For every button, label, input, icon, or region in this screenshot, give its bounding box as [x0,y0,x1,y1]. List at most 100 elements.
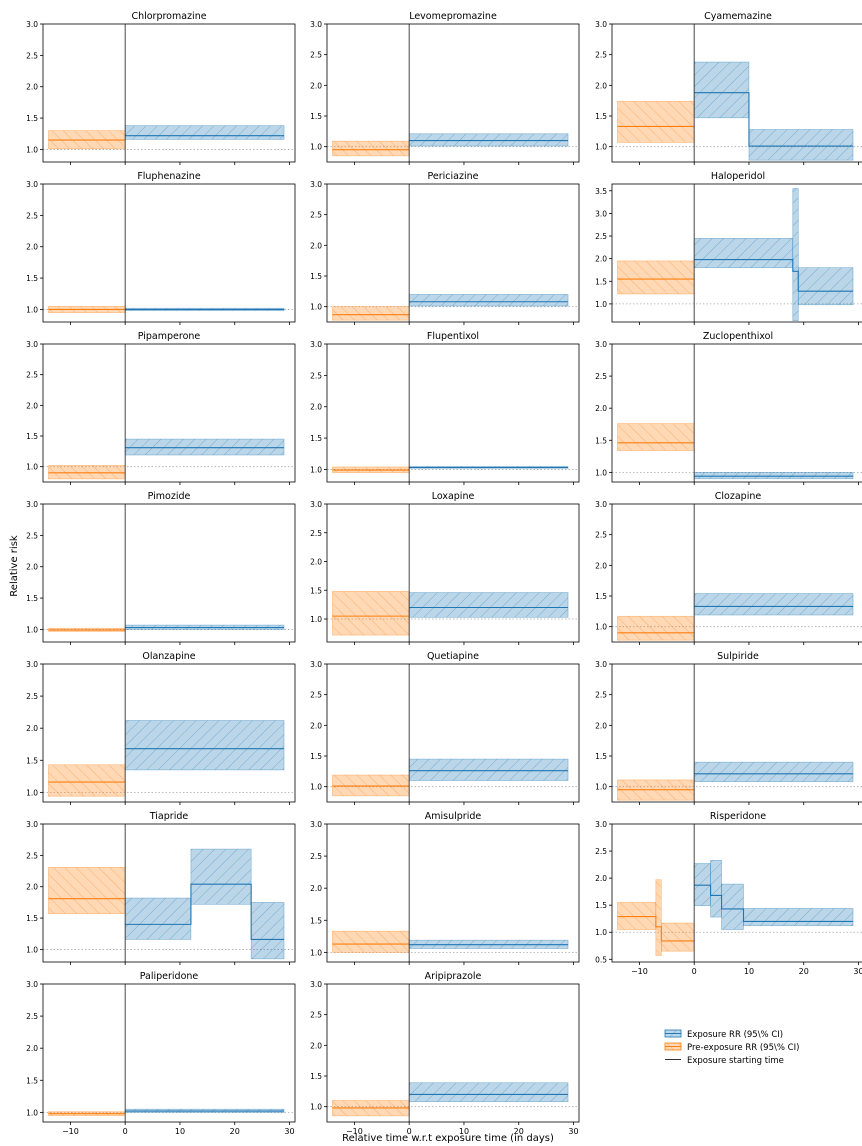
panel-frame [611,23,862,163]
panel-olanzapine: Olanzapine 1.0 1.5 2.0 2.5 3.0 [26,651,296,805]
panel-title: Aripiprazole [425,971,482,982]
y-tick-label: 1.0 [26,463,38,472]
panel-quetiapine: Quetiapine 1.0 1.5 2.0 2.5 3.0 [310,651,580,805]
panel-frame [611,503,862,643]
panel-title: Zuclopenthixol [703,331,773,342]
y-tick-label: 2.0 [310,241,322,250]
panel-title: Tiapride [149,811,189,822]
pre-exposure-ci-band [48,866,126,914]
legend-label-exposure: Exposure RR (95\% CI) [687,1030,783,1040]
panel-flupentixol: Flupentixol 1.0 1.5 2.0 2.5 3.0 [310,331,580,485]
x-axis-label: Relative time w.r.t exposure time (in da… [342,1133,554,1144]
y-tick-label: 2.5 [310,691,322,700]
x-tick-label: 10 [175,1127,185,1136]
exposure-ci-band [693,761,854,783]
panel-title: Paliperidone [140,971,199,982]
y-tick-label: 1.5 [26,914,38,923]
panel-haloperidol: Haloperidol 1.0 1.5 2.0 2.5 3.0 3.5 [595,171,862,325]
y-tick-label: 3.0 [26,980,38,989]
y-tick-label: 2.5 [26,531,38,540]
y-tick-label: 1.5 [26,756,38,765]
legend-item-start-time: Exposure starting time [665,1056,784,1066]
exposure-ci-band [124,438,285,456]
y-tick-label: 2.0 [310,403,322,412]
exposure-ci-band [797,267,854,306]
y-tick-label: 1.0 [310,783,322,792]
y-tick-label: 3.0 [310,820,322,829]
panel-title: Loxapine [432,491,475,502]
pre-exposure-ci-band [332,930,410,953]
exposure-rr-line [694,92,854,147]
panel-title: Quetiapine [427,651,479,662]
y-tick-label: 2.0 [26,243,38,252]
panel-frame [42,503,296,643]
panel-risperidone: Risperidone 0.5 1.0 1.5 2.0 2.5 3.0 −10 0 10 20 30 [595,811,862,976]
y-tick-label: 1.0 [595,783,607,792]
exposure-ci-band [693,237,794,269]
y-tick-label: 1.5 [26,1076,38,1085]
y-tick-label: 2.5 [26,1012,38,1021]
pre-exposure-ci-band [661,922,695,952]
panel-clozapine: Clozapine 1.0 1.5 2.0 2.5 3.0 [595,491,862,645]
y-tick-label: 2.0 [310,1041,322,1050]
x-tick-label: 20 [514,1127,524,1136]
panel-pipamperone: Pipamperone 1.0 1.5 2.0 2.5 3.0 [26,331,296,485]
x-tick-label: −10 [346,1127,363,1136]
y-tick-label: 1.5 [310,434,322,443]
exposure-ci-band [743,908,854,927]
panel-frame [42,823,296,963]
panel-title: Chlorpromazine [131,11,206,22]
y-tick-label: 1.0 [310,143,322,152]
y-tick-label: 1.5 [310,272,322,281]
y-tick-label: 1.5 [310,752,322,761]
exposure-ci-band [710,859,722,918]
panel-sulpiride: Sulpiride 1.0 1.5 2.0 2.5 3.0 [595,651,862,805]
pre-exposure-ci-band [332,306,410,321]
exposure-ci-band [693,593,854,616]
y-tick-label: 2.0 [595,561,607,570]
exposure-ci-band [408,133,569,147]
y-tick-label: 1.0 [310,1103,322,1112]
y-tick-label: 1.5 [595,277,607,286]
y-tick-label: 3.0 [310,500,322,509]
x-tick-label: 0 [123,1127,128,1136]
pre-exposure-ci-band [332,140,410,157]
legend: Exposure RR (95\% CI) Pre-exposure RR (9… [664,1029,799,1066]
x-tick-label: 10 [459,1127,469,1136]
panel-pimozide: Pimozide 1.0 1.5 2.0 2.5 3.0 [26,491,296,645]
exposure-ci-band [721,883,744,930]
exposure-ci-band [408,592,569,618]
exposure-ci-band [190,848,252,905]
y-tick-label: 3.0 [595,820,607,829]
y-tick-label: 2.5 [26,51,38,60]
y-tick-label: 1.5 [595,752,607,761]
exposure-ci-band [792,188,799,321]
y-tick-label: 1.5 [26,114,38,123]
panel-title: Risperidone [710,811,766,822]
y-tick-label: 2.0 [310,81,322,90]
pre-exposure-rr-line [617,915,695,942]
y-tick-label: 1.5 [595,592,607,601]
y-tick-label: 1.0 [26,788,38,797]
pre-exposure-ci-band [617,615,695,641]
exposure-ci-band [408,1082,569,1103]
y-tick-label: 1.0 [310,948,322,957]
panel-title: Pimozide [148,491,191,502]
y-tick-label: 1.5 [595,901,607,910]
y-tick-label: 1.5 [26,432,38,441]
pre-exposure-ci-band [48,465,126,480]
x-tick-label: 20 [799,967,809,976]
panel-frame [326,503,580,643]
y-tick-label: 1.5 [310,1072,322,1081]
y-axis-label: Relative risk [9,535,20,597]
legend-item-pre-exposure: Pre-exposure RR (95\% CI) [664,1042,799,1053]
y-tick-label: 3.0 [595,20,607,29]
y-tick-label: 2.0 [26,83,38,92]
panel-frame [42,23,296,163]
y-tick-label: 2.0 [595,404,607,413]
y-tick-label: 2.0 [310,884,322,893]
y-tick-label: 2.5 [26,851,38,860]
legend-item-exposure: Exposure RR (95\% CI) [664,1029,783,1040]
pre-exposure-ci-band [332,774,410,797]
y-tick-label: 1.5 [310,916,322,925]
